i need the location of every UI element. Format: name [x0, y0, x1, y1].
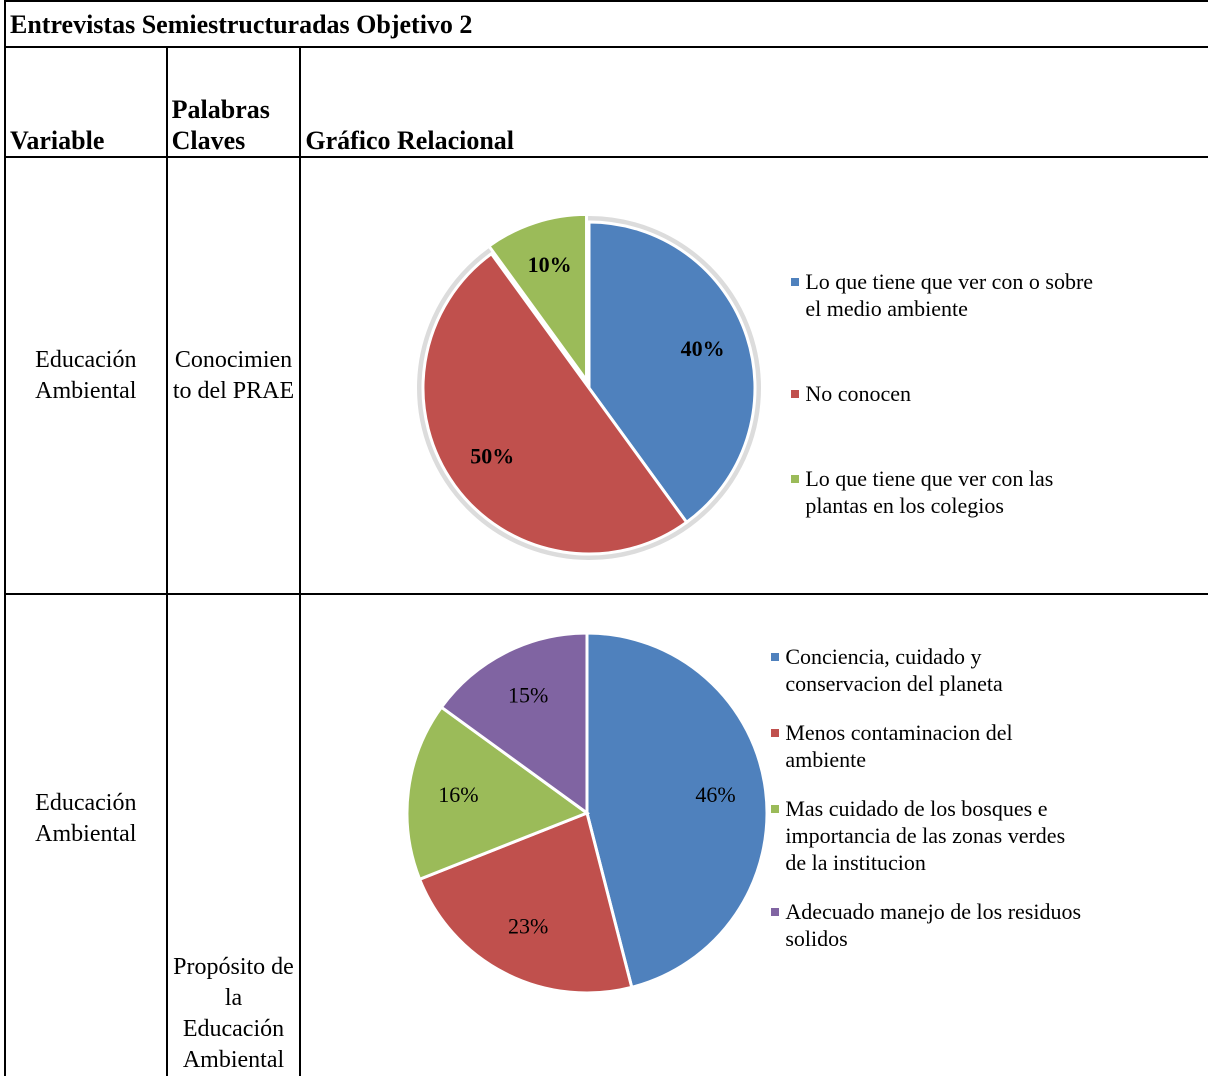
legend-swatch: [771, 729, 780, 737]
legend: Lo que tiene que ver con o sobre el medi…: [791, 268, 1101, 519]
header-cell: Gráfico Relacional: [299, 46, 1208, 158]
legend-item: Mas cuidado de los bosques e importancia…: [771, 795, 1081, 876]
table-title: Entrevistas Semiestructuradas Objetivo 2: [4, 0, 1208, 48]
legend-label: Mas cuidado de los bosques e importancia…: [785, 796, 1066, 875]
legend-item: No conocen: [791, 380, 1101, 407]
data-label: 16%: [439, 782, 479, 807]
pie-slice: [422, 251, 690, 556]
legend-swatch: [771, 805, 780, 813]
legend-item: Adecuado manejo de los residuos solidos: [771, 898, 1081, 952]
legend-swatch: [771, 908, 780, 916]
pie-slice: [418, 810, 634, 995]
chart-cell: 40% 50% 10% Lo que tiene que ver con o sobr…: [299, 156, 1208, 595]
pie-slice: [487, 212, 589, 386]
legend-label: Adecuado manejo de los residuos solidos: [785, 899, 1082, 951]
keywords-cell: Conocimiento del PRAE: [165, 156, 302, 595]
table: Entrevistas Semiestructuradas Objetivo 2…: [4, 0, 1208, 1076]
data-label: 10%: [528, 252, 572, 277]
legend-label: Lo que tiene que ver con o sobre el medi…: [805, 269, 1094, 321]
legend: Conciencia, cuidado y conservacion del p…: [771, 643, 1081, 952]
keywords-cell: Propósito de la Educación Ambiental: [165, 593, 302, 1076]
legend-swatch: [771, 653, 780, 661]
legend-label: No conocen: [805, 381, 912, 406]
legend-label: Lo que tiene que ver con las plantas en …: [805, 466, 1054, 518]
data-label: 46%: [696, 782, 736, 807]
legend-item: Lo que tiene que ver con o sobre el medi…: [791, 268, 1101, 322]
legend-item: Conciencia, cuidado y conservacion del p…: [771, 643, 1081, 697]
legend-swatch: [791, 278, 800, 286]
pie-slice: [405, 705, 591, 882]
variable-cell: Educación Ambiental: [4, 156, 168, 595]
data-label: 40%: [681, 336, 725, 361]
data-label: 23%: [508, 914, 548, 939]
legend-swatch: [791, 390, 800, 398]
legend-item: Lo que tiene que ver con las plantas en …: [791, 465, 1101, 519]
data-label: 50%: [471, 443, 515, 468]
legend-swatch: [791, 475, 800, 483]
pie-slice: [585, 631, 769, 990]
pie-slice: [587, 220, 757, 525]
header-cell: Palabras Claves: [165, 46, 302, 158]
header-cell: Variable: [4, 46, 168, 158]
legend-label: Conciencia, cuidado y conservacion del p…: [785, 644, 1003, 696]
legend-item: Menos contaminacion del ambiente: [771, 719, 1081, 773]
pie-ring: [417, 216, 762, 560]
data-label: 15%: [508, 683, 548, 708]
pie-chart: 40% 50% 10%: [417, 212, 762, 560]
chart-cell: 46% 23% 16% 15% Conciencia, cuidado y conser…: [299, 593, 1208, 1076]
variable-cell: Educación Ambiental: [4, 593, 168, 1076]
pie-slice: [439, 631, 589, 816]
pie-chart: 46% 23% 16% 15%: [405, 631, 769, 995]
legend-label: Menos contaminacion del ambiente: [785, 720, 1013, 772]
